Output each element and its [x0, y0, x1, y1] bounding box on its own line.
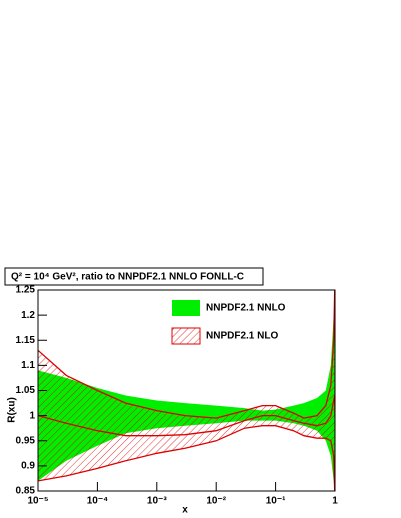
band-line — [38, 395, 335, 437]
title-box — [4, 267, 264, 286]
y-tick-label: 1.2 — [21, 310, 35, 321]
x-tick-label: 10⁻⁴ — [87, 496, 108, 507]
chart-title: Q² = 10⁴ GeV², ratio to NNPDF2.1 NNLO FO… — [11, 272, 244, 283]
x-tick-label: 10⁻⁵ — [27, 496, 48, 507]
band-line — [38, 425, 335, 491]
y-tick-label: 1.15 — [16, 335, 36, 346]
x-tick-label: 1 — [332, 496, 338, 507]
y-tick-label: 1.25 — [16, 285, 36, 296]
y-tick-label: 1.1 — [21, 360, 35, 371]
x-tick-label: 10⁻¹ — [266, 496, 286, 507]
legend-swatch — [172, 300, 200, 316]
y-tick-label: 0.9 — [21, 461, 35, 472]
legend-label: NNPDF2.1 NLO — [206, 331, 278, 342]
y-tick-label: 1.05 — [16, 385, 36, 396]
band — [38, 290, 335, 491]
y-tick-label: 0.85 — [16, 486, 36, 497]
plot-area — [38, 290, 335, 491]
x-tick-label: 10⁻² — [206, 496, 226, 507]
x-axis-label: x — [182, 505, 188, 516]
band-line — [38, 290, 335, 419]
y-tick-label: 0.95 — [16, 435, 36, 446]
y-axis-label: R(xu) — [7, 397, 18, 423]
y-tick-label: 1 — [29, 410, 35, 421]
legend-swatch — [171, 327, 201, 345]
x-tick-label: 10⁻³ — [147, 496, 167, 507]
legend-label: NNPDF2.1 NNLO — [206, 303, 286, 314]
